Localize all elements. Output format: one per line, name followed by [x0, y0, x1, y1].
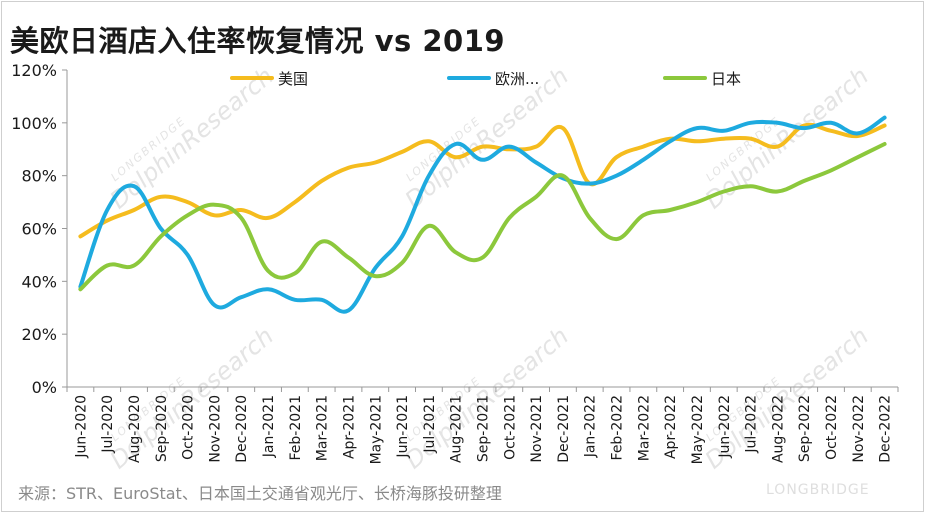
chart-axes: 0% 20% 40% 60% 80% 100% 120% Jun-2020 Jul-2020 Au… [11, 61, 899, 464]
x-tick-label: Aug-2020 [127, 395, 143, 463]
x-tick-label: Dec-2021 [556, 395, 572, 463]
x-tick-label: Dec-2020 [234, 395, 250, 463]
series-line-美国 [78, 122, 887, 239]
x-tick-label: Feb-2021 [288, 395, 304, 460]
x-tick-label: Feb-2022 [610, 395, 626, 460]
x-tick-label: Mar-2022 [636, 395, 652, 461]
legend: 美国 欧洲... 日本 [230, 70, 741, 88]
watermark-brand-corner: LONGBRIDGE [766, 482, 870, 498]
watermark-research: DolphinResearch [105, 62, 279, 214]
y-tick-label: 100% [11, 114, 57, 133]
x-tick-label: Sep-2020 [154, 395, 170, 462]
x-tick-label: Jun-2020 [73, 395, 89, 459]
x-tick-label: Nov-2022 [851, 395, 867, 463]
x-tick-label: Mar-2021 [315, 395, 331, 461]
y-tick-label: 60% [21, 220, 57, 239]
legend-label: 美国 [278, 70, 308, 88]
x-tick-label: Aug-2021 [449, 395, 465, 463]
x-tick-label: Dec-2022 [878, 395, 894, 463]
x-tick-label: Oct-2022 [824, 395, 840, 460]
y-tick-label: 120% [11, 61, 57, 80]
y-tick-label: 40% [21, 272, 57, 291]
x-tick-label: Oct-2020 [181, 395, 197, 460]
x-tick-label: Jun-2022 [717, 395, 733, 459]
series-line-欧洲... [78, 115, 887, 314]
x-tick-label: Aug-2022 [770, 395, 786, 463]
legend-label: 日本 [711, 70, 741, 88]
x-tick-label: Sep-2021 [476, 395, 492, 462]
x-tick-label: Apr-2022 [663, 395, 679, 459]
chart-title: 美欧日酒店入住率恢复情况 vs 2019 [10, 24, 506, 58]
series-line-日本 [78, 142, 887, 292]
x-tick-label: Nov-2021 [529, 395, 545, 463]
x-tick-label: Oct-2021 [502, 395, 518, 460]
x-tick-label: Jul-2022 [744, 395, 760, 454]
source-note: 来源：STR、EuroStat、日本国土交通省观光厅、长桥海豚投研整理 [18, 484, 502, 503]
y-tick-label: 80% [21, 167, 57, 186]
x-tick-label: May-2021 [368, 395, 384, 464]
x-tick-label: Nov-2020 [207, 395, 223, 463]
x-tick-label: Jun-2021 [395, 395, 411, 459]
x-tick-label: Jan-2022 [583, 395, 599, 458]
series-layer [78, 115, 887, 314]
y-tick-label: 20% [21, 325, 57, 344]
x-tick-label: May-2022 [690, 395, 706, 464]
legend-label: 欧洲... [495, 70, 539, 88]
x-tick-label: Jan-2021 [261, 395, 277, 458]
x-tick-label: Jul-2021 [422, 395, 438, 454]
x-tick-label: Sep-2022 [797, 395, 813, 462]
y-tick-label: 0% [32, 378, 57, 397]
x-tick-label: Apr-2021 [341, 395, 357, 459]
x-tick-label: Jul-2020 [100, 395, 116, 454]
